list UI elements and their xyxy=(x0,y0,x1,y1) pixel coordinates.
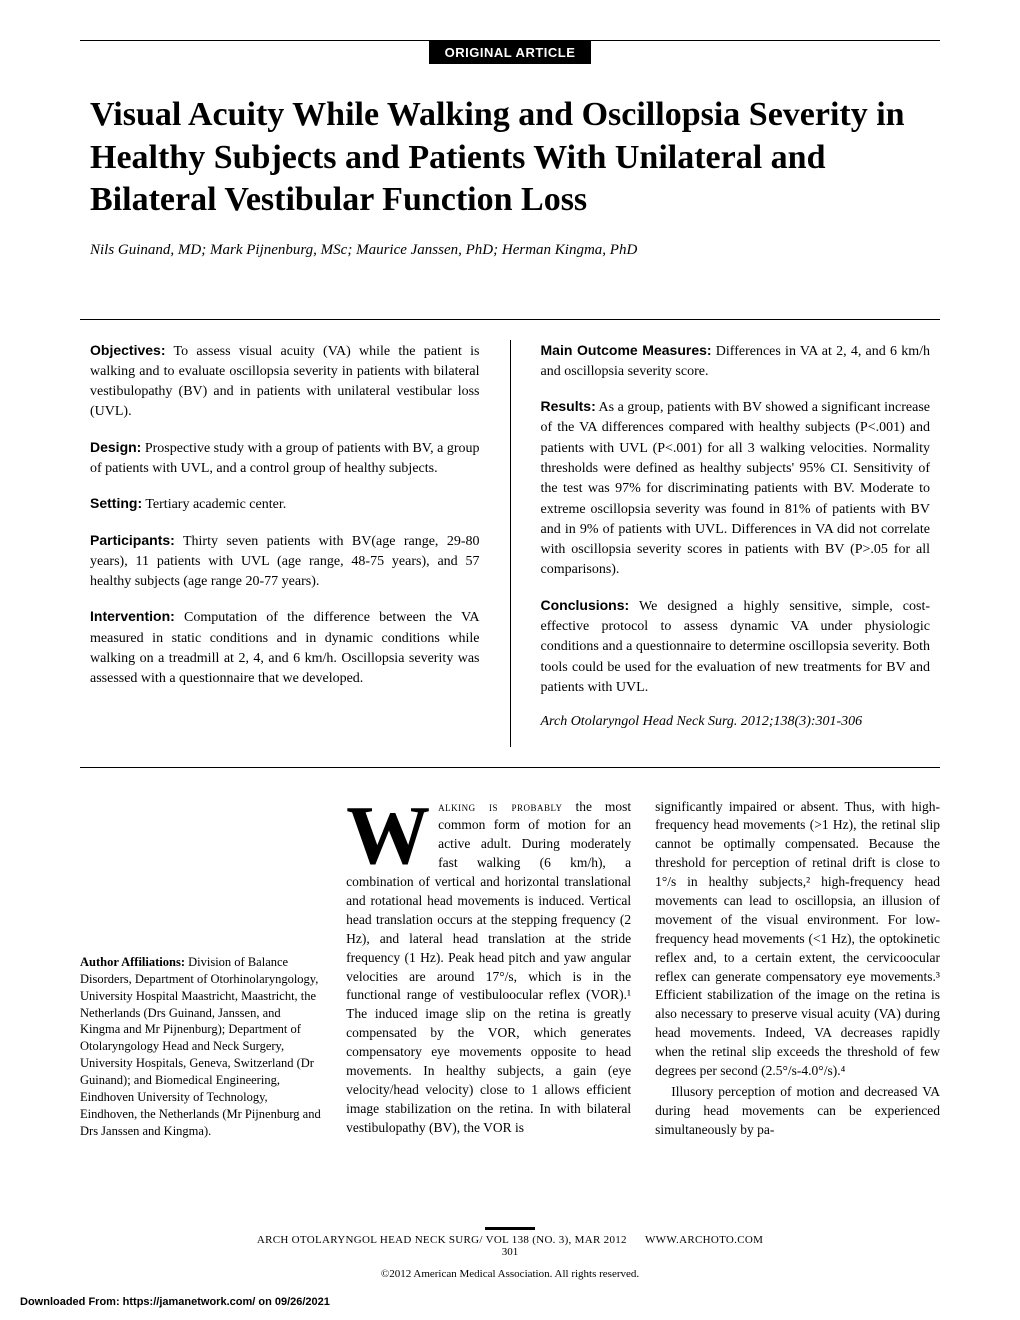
design-text: Prospective study with a group of patien… xyxy=(90,441,480,476)
article-title: Visual Acuity While Walking and Oscillop… xyxy=(80,94,940,222)
page-footer: ARCH OTOLARYNGOL HEAD NECK SURG/ VOL 138… xyxy=(80,1227,940,1280)
download-note: Downloaded From: https://jamanetwork.com… xyxy=(20,1296,330,1308)
abstract-objectives: Objectives: To assess visual acuity (VA)… xyxy=(90,340,480,423)
footer-rule xyxy=(485,1227,535,1230)
footer-journal: ARCH OTOLARYNGOL HEAD NECK SURG/ VOL 138… xyxy=(257,1234,627,1246)
abstract-conclusions: Conclusions: We designed a highly sensit… xyxy=(541,595,931,698)
affiliations-text: Division of Balance Disorders, Departmen… xyxy=(80,955,321,1138)
affiliations-label: Author Affiliations: xyxy=(80,955,185,969)
abstract-left-column: Objectives: To assess visual acuity (VA)… xyxy=(90,340,480,747)
footer-journal-line: ARCH OTOLARYNGOL HEAD NECK SURG/ VOL 138… xyxy=(80,1234,940,1246)
abstract-box: Objectives: To assess visual acuity (VA)… xyxy=(80,319,940,768)
results-text: As a group, patients with BV showed a si… xyxy=(541,400,931,577)
footer-url: WWW.ARCHOTO.COM xyxy=(645,1234,763,1246)
body-column-right: significantly impaired or absent. Thus, … xyxy=(655,798,940,1140)
abstract-outcomes: Main Outcome Measures: Differences in VA… xyxy=(541,340,931,383)
intervention-label: Intervention: xyxy=(90,608,175,624)
body-p1: significantly impaired or absent. Thus, … xyxy=(655,798,940,1081)
intro-paragraph: Walking is probably the most common form… xyxy=(346,798,631,1138)
body-p2: Illusory perception of motion and decrea… xyxy=(655,1083,940,1140)
article-type-banner: ORIGINAL ARTICLE xyxy=(80,41,940,64)
footer-page-number: 301 xyxy=(80,1246,940,1258)
body-column-middle: Walking is probably the most common form… xyxy=(346,798,631,1140)
author-affiliations: Author Affiliations: Division of Balance… xyxy=(80,954,322,1140)
conclusions-text: We designed a highly sensitive, simple, … xyxy=(541,599,931,695)
body-columns: Author Affiliations: Division of Balance… xyxy=(80,798,940,1140)
outcomes-label: Main Outcome Measures: xyxy=(541,342,712,358)
abstract-divider xyxy=(510,340,511,747)
abstract-participants: Participants: Thirty seven patients with… xyxy=(90,530,480,593)
design-label: Design: xyxy=(90,439,141,455)
abstract-results: Results: As a group, patients with BV sh… xyxy=(541,396,931,581)
author-list: Nils Guinand, MD; Mark Pijnenburg, MSc; … xyxy=(80,242,940,259)
intro-smallcaps: alking is probably xyxy=(438,799,562,814)
objectives-label: Objectives: xyxy=(90,342,165,358)
article-type-label: ORIGINAL ARTICLE xyxy=(429,41,592,64)
abstract-design: Design: Prospective study with a group o… xyxy=(90,437,480,480)
conclusions-label: Conclusions: xyxy=(541,597,630,613)
dropcap-letter: W xyxy=(346,798,438,867)
footer-copyright: ©2012 American Medical Association. All … xyxy=(80,1268,940,1280)
abstract-right-column: Main Outcome Measures: Differences in VA… xyxy=(541,340,931,747)
abstract-intervention: Intervention: Computation of the differe… xyxy=(90,606,480,689)
affiliations-column: Author Affiliations: Division of Balance… xyxy=(80,798,322,1140)
results-label: Results: xyxy=(541,398,596,414)
setting-text: Tertiary academic center. xyxy=(142,497,286,512)
abstract-setting: Setting: Tertiary academic center. xyxy=(90,493,480,515)
setting-label: Setting: xyxy=(90,495,142,511)
participants-label: Participants: xyxy=(90,532,175,548)
abstract-citation: Arch Otolaryngol Head Neck Surg. 2012;13… xyxy=(541,712,931,732)
